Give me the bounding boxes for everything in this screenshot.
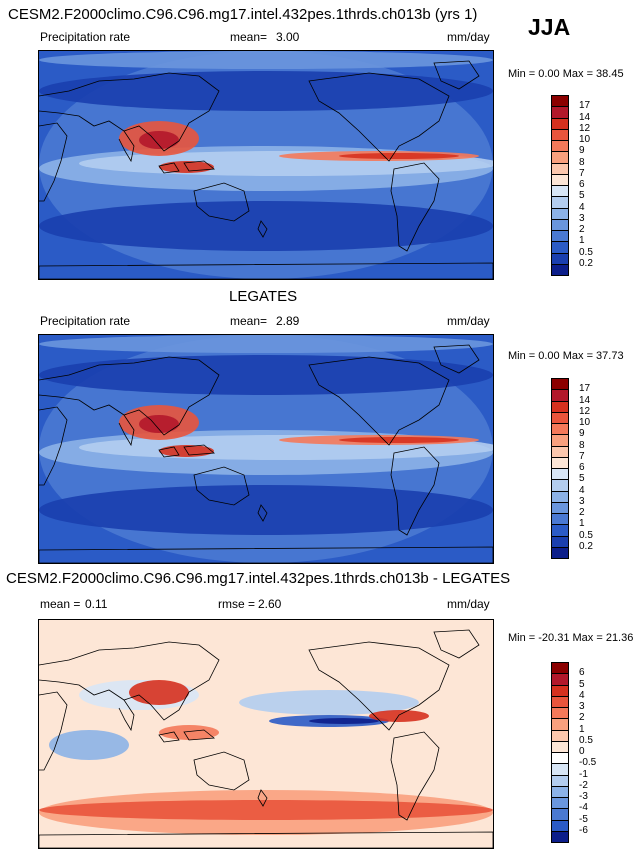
colorbar-tick-label: 3 <box>579 701 585 712</box>
colorbar-tick-label: 7 <box>579 450 585 462</box>
colorbar-tick-label: 8 <box>579 156 585 168</box>
colorbar-tick-label: 12 <box>579 405 591 417</box>
colorbar-tick-label: 0.2 <box>579 257 593 269</box>
panel3-mean-value: 0.11 <box>85 597 108 611</box>
panel3-units: mm/day <box>447 597 490 611</box>
colorbar-tick-label: 6 <box>579 462 585 473</box>
colorbar-tick-label: 7 <box>579 167 585 179</box>
colorbar-tick-label: 3 <box>579 212 585 224</box>
panel1-mean-value: 3.00 <box>276 30 300 44</box>
colorbar-tick-label: -4 <box>579 802 588 814</box>
colorbar-tick-label: 4 <box>579 201 585 213</box>
colorbar-tick-label: -5 <box>579 813 588 825</box>
panel3-title: CESM2.F2000climo.C96.C96.mg17.intel.432p… <box>6 570 511 587</box>
panel2-minmax: Min = 0.00 Max = 37.73 <box>508 350 624 362</box>
panel3-mean-label: mean = <box>40 597 81 611</box>
colorbar-tick-label: 6 <box>579 179 585 190</box>
colorbar-tick-label: 9 <box>579 145 585 157</box>
colorbar-tick-label: 10 <box>579 417 591 428</box>
panel3-rmse-value: 2.60 <box>258 597 282 611</box>
colorbar-box <box>551 263 569 276</box>
colorbar-tick-label: 1 <box>579 235 585 247</box>
colorbar-tick-label: -1 <box>579 768 588 780</box>
colorbar-tick-label: 1 <box>579 723 585 735</box>
colorbar-tick-label: 0.5 <box>579 246 593 258</box>
panel1-map <box>38 50 494 280</box>
panel1-minmax: Min = 0.00 Max = 38.45 <box>508 68 624 80</box>
colorbar-tick-label: 5 <box>579 678 585 690</box>
colorbar-tick-label: 0.5 <box>579 734 593 746</box>
colorbar-tick-label: -0.5 <box>579 757 597 769</box>
colorbar-tick-label: -6 <box>579 824 588 836</box>
colorbar-tick-label: 1 <box>579 518 585 530</box>
colorbar-tick-label: 5 <box>579 190 585 202</box>
season-label: JJA <box>528 14 571 40</box>
panel2-colorbar: 17 14 12 10 9 8 7 6 5 4 3 2 1 0.5 0.2 <box>551 378 611 559</box>
colorbar-tick-label: 5 <box>579 473 585 485</box>
colorbar-tick-label: 2 <box>579 224 585 235</box>
colorbar-tick-label: 12 <box>579 122 591 134</box>
figure-title: CESM2.F2000climo.C96.C96.mg17.intel.432p… <box>8 6 478 23</box>
panel2-variable-label: Precipitation rate <box>40 314 131 328</box>
colorbar-tick-label: 0 <box>579 746 585 757</box>
panel1-variable-label: Precipitation rate <box>40 30 131 44</box>
colorbar-tick-label: 4 <box>579 689 585 701</box>
panel3-colorbar: 6 5 4 3 2 1 0.5 0 -0.5 -1 -2 -3 -4 -5 -6 <box>551 662 611 843</box>
colorbar-tick-label: 4 <box>579 484 585 496</box>
panel1-mean-label: mean= <box>230 30 268 44</box>
colorbar-tick-label: 0.5 <box>579 529 593 541</box>
colorbar-tick-label: 0.2 <box>579 540 593 552</box>
panel3-map <box>38 619 494 849</box>
colorbar-tick-label: 6 <box>579 667 585 679</box>
panel2-map <box>38 334 494 564</box>
colorbar-tick-label: -3 <box>579 791 588 802</box>
panel2-title: LEGATES <box>229 288 298 305</box>
panel2-units: mm/day <box>447 314 490 328</box>
colorbar-tick-label: 8 <box>579 439 585 451</box>
colorbar-tick-label: 2 <box>579 507 585 518</box>
colorbar-tick-label: 17 <box>579 100 591 112</box>
colorbar-tick-label: 17 <box>579 383 591 395</box>
colorbar-tick-label: 9 <box>579 428 585 440</box>
panel1-units: mm/day <box>447 30 490 44</box>
colorbar-tick-label: 14 <box>579 394 591 406</box>
colorbar-tick-label: -2 <box>579 779 588 791</box>
colorbar-tick-label: 3 <box>579 495 585 507</box>
colorbar-tick-label: 10 <box>579 134 591 145</box>
panel1-colorbar: 17 14 12 10 9 8 7 6 5 4 3 2 1 0.5 0.2 <box>551 95 611 276</box>
panel3-minmax: Min = -20.31 Max = 21.36 <box>508 632 634 644</box>
colorbar-tick-label: 2 <box>579 712 585 724</box>
panel3-rmse-label: rmse = <box>218 597 256 611</box>
colorbar-box <box>551 546 569 559</box>
colorbar-box <box>551 830 569 843</box>
colorbar-tick-label: 14 <box>579 111 591 123</box>
panel2-mean-label: mean= <box>230 314 268 328</box>
panel2-mean-value: 2.89 <box>276 314 300 328</box>
